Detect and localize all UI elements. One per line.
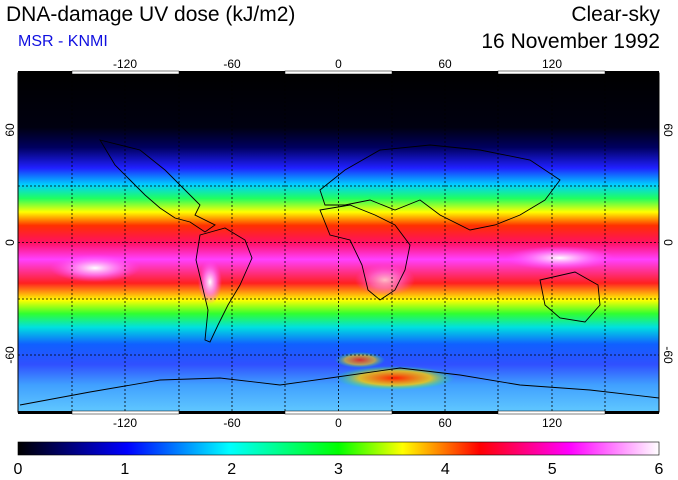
lon-tick-bottom: -120 [113, 416, 137, 430]
lon-tick-bottom: 0 [335, 416, 342, 430]
colorbar-label: 4 [441, 461, 450, 478]
lon-tick-top: 60 [438, 57, 452, 71]
lat-tick-right: -60 [661, 346, 675, 364]
colorbar-label: 5 [548, 461, 557, 478]
coastlines [19, 139, 659, 406]
colorbar-label: 6 [655, 461, 664, 478]
graticule [18, 73, 659, 412]
date-label: 16 November 1992 [481, 30, 660, 53]
map-title: DNA-damage UV dose (kJ/m2) [6, 3, 296, 26]
lat-tick-right: 60 [661, 123, 675, 137]
lon-tick-top: 0 [335, 57, 342, 71]
colorbar-label: 1 [120, 461, 129, 478]
lat-tick-left: -60 [3, 346, 17, 364]
lon-tick-top: -60 [223, 57, 241, 71]
lon-tick-bottom: 120 [542, 416, 562, 430]
colorbar [17, 441, 660, 456]
lat-tick-right: 0 [661, 239, 675, 246]
colorbar-label: 0 [14, 461, 23, 478]
colorbar-label: 2 [227, 461, 236, 478]
lon-tick-top: -120 [113, 57, 137, 71]
lat-tick-left: 0 [3, 239, 17, 246]
source-label: MSR - KNMI [18, 33, 108, 50]
colorbar-label: 3 [334, 461, 343, 478]
frame-scale-bars [18, 70, 659, 415]
lon-tick-bottom: -60 [223, 416, 241, 430]
sky-condition-label: Clear-sky [571, 3, 660, 26]
lon-tick-top: 120 [542, 57, 562, 71]
lon-tick-bottom: 60 [438, 416, 452, 430]
lat-tick-left: 60 [3, 123, 17, 137]
